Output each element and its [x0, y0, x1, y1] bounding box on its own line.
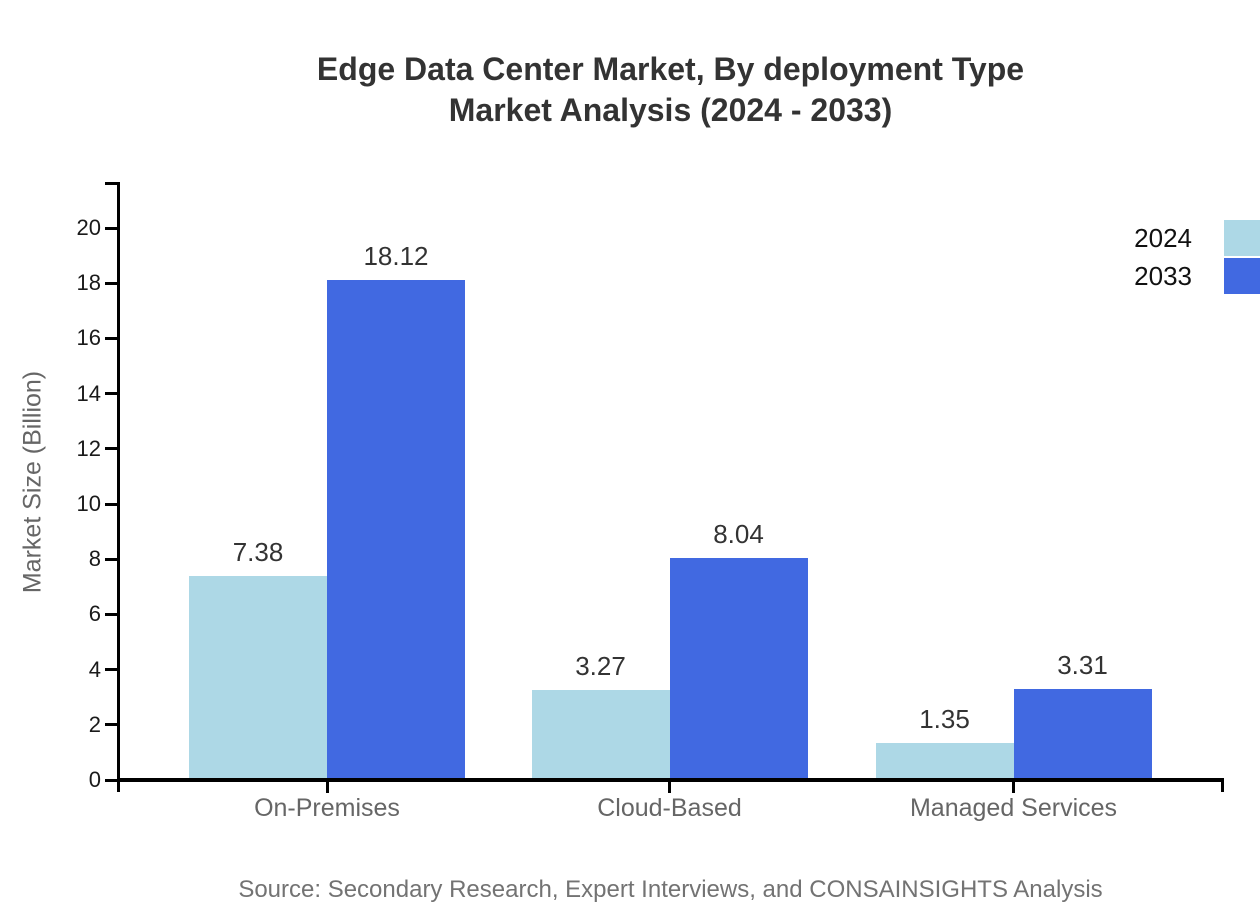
y-tick — [105, 281, 117, 285]
bar-2033-managed-services — [1013, 688, 1152, 778]
y-tick-label: 4 — [88, 656, 101, 682]
y-tick — [105, 502, 117, 506]
legend-label-2024: 2024 — [1134, 223, 1192, 253]
y-tick — [105, 723, 117, 727]
bar-value-label: 3.31 — [1057, 649, 1108, 680]
legend-swatch-2033 — [1224, 258, 1260, 294]
y-tick-label: 20 — [76, 215, 101, 240]
y-axis-top-cap — [105, 182, 117, 185]
y-tick — [105, 226, 117, 230]
bar-2024-on-premises — [189, 576, 327, 778]
chart-title: Edge Data Center Market, By deployment T… — [117, 49, 1224, 131]
bar-2024-managed-services — [875, 742, 1014, 778]
legend-label-2033: 2033 — [1134, 261, 1192, 291]
bar-value-label: 7.38 — [232, 537, 284, 568]
x-axis-line — [117, 778, 1224, 782]
y-tick — [105, 447, 117, 451]
bar-2024-cloud-based — [531, 689, 670, 778]
bar-value-label: 3.27 — [575, 650, 626, 681]
y-axis-line — [117, 182, 120, 792]
y-tick — [105, 336, 117, 340]
y-tick — [105, 778, 117, 782]
x-tick — [1012, 782, 1015, 793]
bar-value-label: 8.04 — [713, 519, 764, 550]
y-tick — [105, 557, 117, 561]
y-tick-label: 2 — [88, 711, 101, 737]
y-tick-label: 6 — [88, 601, 101, 627]
x-category-label: On-Premises — [254, 794, 400, 822]
y-tick — [105, 392, 117, 396]
x-tick — [668, 782, 671, 793]
x-tick — [325, 782, 329, 793]
bar-2033-on-premises — [327, 279, 465, 778]
y-tick-label: 8 — [88, 546, 101, 572]
y-tick-label: 14 — [76, 380, 101, 406]
source-text: Source: Secondary Research, Expert Inter… — [238, 876, 1103, 903]
y-tick-label: 10 — [76, 491, 101, 516]
y-tick-label: 18 — [76, 270, 101, 296]
y-tick — [105, 668, 117, 672]
chart-title-line-2: Market Analysis (2024 - 2033) — [448, 92, 893, 128]
y-tick-label: 0 — [88, 767, 101, 792]
bar-2033-cloud-based — [669, 558, 808, 778]
y-tick — [105, 612, 117, 616]
chart-title-line-1: Edge Data Center Market, By deployment T… — [316, 51, 1025, 87]
y-tick-label: 16 — [76, 325, 101, 351]
x-category-label: Managed Services — [909, 794, 1118, 822]
x-axis-end-cap — [1221, 778, 1224, 792]
bar-value-label: 18.12 — [363, 240, 429, 271]
x-category-label: Cloud-Based — [597, 794, 742, 822]
bar-value-label: 1.35 — [919, 703, 970, 734]
y-tick-label: 12 — [76, 435, 101, 461]
legend-swatch-2024 — [1224, 220, 1260, 256]
